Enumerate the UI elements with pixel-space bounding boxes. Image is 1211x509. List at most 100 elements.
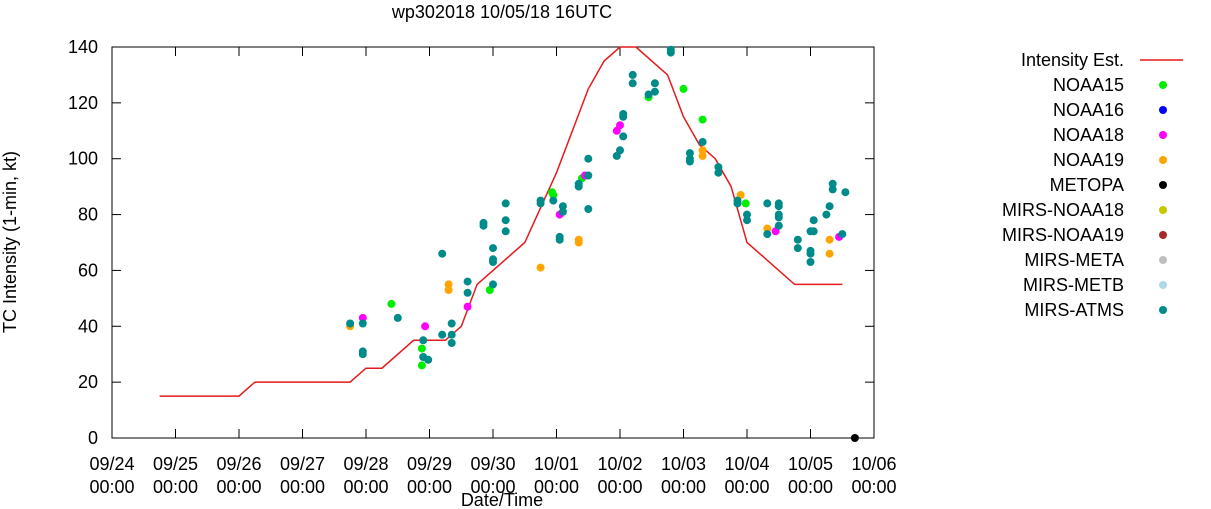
point-noaa15 <box>417 361 426 370</box>
plot-border <box>111 46 875 439</box>
point-mirs-atms <box>424 355 433 364</box>
legend-label-noaa16: NOAA16 <box>1053 100 1124 120</box>
intensity-est-line <box>159 46 843 397</box>
x-tick-date: 09/29 <box>407 454 452 474</box>
x-tick-time: 00:00 <box>470 477 515 497</box>
x-tick-date: 09/27 <box>280 454 325 474</box>
point-mirs-atms <box>763 199 772 208</box>
point-mirs-atms <box>774 210 783 219</box>
point-mirs-atms <box>806 258 815 266</box>
point-mirs-atms <box>438 249 447 258</box>
legend-swatch-mirs-meta <box>1159 256 1167 264</box>
point-mirs-atms <box>628 70 637 79</box>
point-mirs-atms <box>828 185 837 194</box>
point-mirs-atms <box>619 132 628 141</box>
legend-swatch-noaa18 <box>1159 131 1167 139</box>
point-mirs-atms <box>447 319 456 328</box>
point-mirs-atms <box>743 216 751 225</box>
legend-label-noaa18: NOAA18 <box>1053 125 1124 145</box>
y-tick-label: 100 <box>68 149 98 169</box>
point-mirs-atms <box>685 154 694 163</box>
x-tick-time: 00:00 <box>661 477 706 497</box>
point-noaa19 <box>698 146 707 155</box>
point-mirs-atms <box>419 336 428 345</box>
point-mirs-atms <box>358 347 367 356</box>
legend-swatch-mirs-atms <box>1159 306 1167 314</box>
point-mirs-atms <box>763 230 772 239</box>
x-tick-time: 00:00 <box>280 477 325 497</box>
point-metopa <box>850 434 859 442</box>
point-noaa15 <box>417 344 426 353</box>
scatter-points <box>346 45 859 442</box>
legend-label-mirs-noaa19: MIRS-NOAA19 <box>1002 225 1124 245</box>
legend-label-mirs-meta: MIRS-META <box>1024 250 1124 270</box>
point-mirs-atms <box>584 171 593 180</box>
y-axis: 0 20 40 60 80 100 120 140 <box>68 37 874 448</box>
point-mirs-atms <box>447 330 456 339</box>
x-tick-time: 00:00 <box>153 477 198 497</box>
x-tick-date: 10/06 <box>851 454 896 474</box>
legend-label-noaa19: NOAA19 <box>1053 150 1124 170</box>
point-mirs-atms <box>828 179 837 188</box>
point-noaa19 <box>574 235 583 244</box>
point-mirs-atms <box>558 202 567 211</box>
point-mirs-atms <box>463 288 472 297</box>
point-mirs-atms <box>489 255 497 264</box>
point-mirs-atms <box>584 205 593 213</box>
point-noaa18 <box>463 302 472 311</box>
point-mirs-atms <box>838 230 847 239</box>
x-tick-date: 09/24 <box>89 454 134 474</box>
point-mirs-atms <box>489 280 497 289</box>
point-mirs-atms <box>806 246 815 255</box>
y-tick-label: 20 <box>78 372 98 392</box>
x-tick-date: 10/01 <box>534 454 579 474</box>
point-mirs-atms <box>628 79 637 88</box>
point-mirs-atms <box>393 313 402 322</box>
point-mirs-atms <box>616 146 624 155</box>
y-tick-label: 80 <box>78 205 98 225</box>
point-noaa19 <box>825 249 834 258</box>
legend-swatch-noaa16 <box>1159 106 1167 114</box>
point-mirs-atms <box>714 163 723 172</box>
point-noaa19 <box>444 286 453 294</box>
point-noaa19 <box>763 224 772 233</box>
x-axis-label: Date/Time <box>461 490 543 509</box>
point-mirs-atms <box>841 188 850 197</box>
point-mirs-atms <box>501 227 510 236</box>
point-mirs-atms <box>501 199 510 208</box>
y-tick-label: 120 <box>68 93 98 113</box>
point-mirs-atms <box>793 244 802 253</box>
point-noaa15 <box>549 191 558 199</box>
point-mirs-atms <box>558 207 567 216</box>
legend-label-mirs-atms: MIRS-ATMS <box>1024 300 1124 320</box>
legend-swatch-noaa19 <box>1159 156 1167 164</box>
point-mirs-atms <box>809 216 818 225</box>
x-tick-date: 09/26 <box>216 454 261 474</box>
point-mirs-atms <box>479 218 488 227</box>
plot-area <box>111 46 875 439</box>
x-tick-time: 00:00 <box>89 477 134 497</box>
point-noaa19 <box>444 280 453 289</box>
point-mirs-atms <box>774 221 783 230</box>
point-noaa18 <box>616 121 624 130</box>
x-tick-time: 00:00 <box>851 477 896 497</box>
point-mirs-atms <box>619 110 628 118</box>
x-tick-date: 09/28 <box>343 454 388 474</box>
point-mirs-atms <box>346 319 355 328</box>
point-mirs-atms <box>793 235 802 244</box>
point-mirs-atms <box>447 339 456 347</box>
point-mirs-atms <box>501 216 510 225</box>
point-noaa15 <box>698 115 707 124</box>
point-mirs-atms <box>733 196 742 205</box>
x-tick-date: 10/02 <box>597 454 642 474</box>
x-tick-date: 09/25 <box>153 454 198 474</box>
point-mirs-atms <box>536 196 545 205</box>
x-tick-date: 10/03 <box>661 454 706 474</box>
x-tick-time: 00:00 <box>534 477 579 497</box>
point-mirs-atms <box>555 232 564 241</box>
point-mirs-atms <box>438 330 447 339</box>
legend-label-mirs-noaa18: MIRS-NOAA18 <box>1002 200 1124 220</box>
point-noaa15 <box>387 299 396 308</box>
legend-label-noaa15: NOAA15 <box>1053 75 1124 95</box>
